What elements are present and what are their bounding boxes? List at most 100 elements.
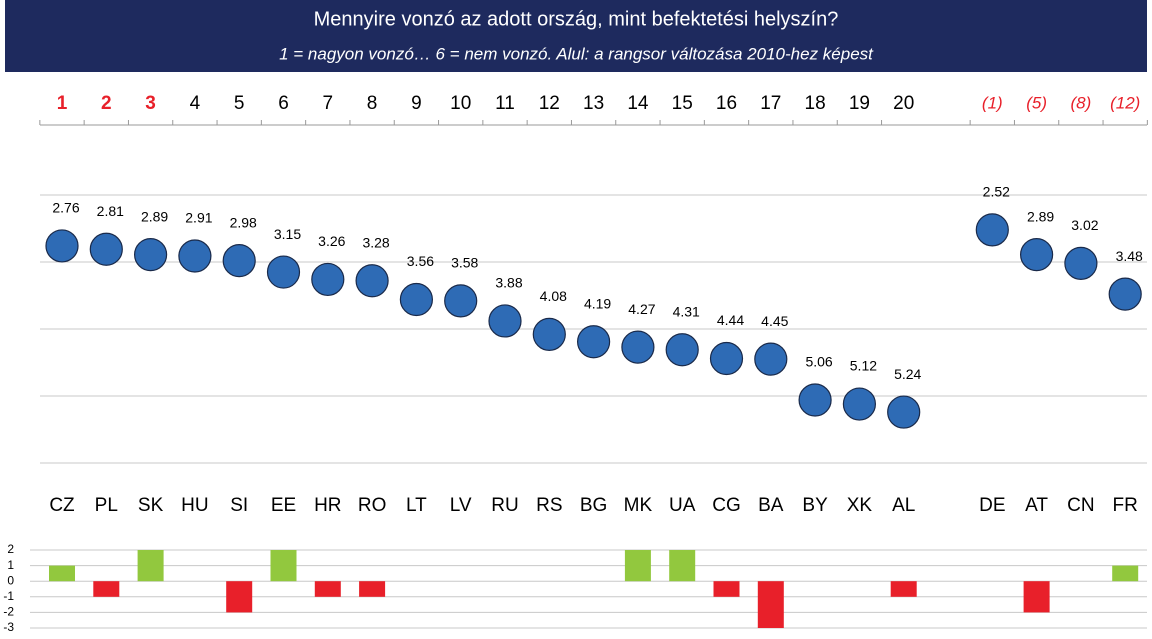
- rank-label: 10: [450, 93, 471, 114]
- rank-label: 20: [893, 93, 914, 114]
- chart-title: Mennyire vonzó az adott ország, mint bef…: [314, 8, 839, 30]
- dot: [222, 244, 256, 278]
- data-label: 2.89: [141, 208, 168, 224]
- rank-label: 19: [849, 93, 870, 114]
- x-tick-label: RS: [536, 495, 562, 516]
- rank-label: 2: [101, 93, 112, 114]
- rank-label: 15: [672, 93, 693, 114]
- header-band: [5, 0, 1147, 72]
- rank-label: (8): [1071, 93, 1092, 112]
- data-label: 4.45: [761, 313, 788, 329]
- change-bar: [137, 550, 164, 582]
- rank-label: 12: [539, 93, 560, 114]
- change-bar: [1112, 565, 1139, 582]
- change-bar: [757, 581, 784, 628]
- data-label: 3.15: [274, 226, 301, 242]
- x-tick-label: MK: [624, 495, 653, 516]
- bar-y-tick-label: 1: [7, 558, 14, 572]
- change-bar: [226, 581, 253, 613]
- data-label: 3.58: [451, 255, 478, 271]
- change-bar: [314, 581, 341, 597]
- dot: [621, 330, 655, 364]
- change-bar: [669, 550, 696, 582]
- dot: [444, 284, 478, 318]
- data-label: 3.26: [318, 233, 345, 249]
- data-label: 5.12: [850, 358, 877, 374]
- dot: [576, 325, 611, 359]
- change-bar: [270, 550, 297, 582]
- dot: [134, 238, 168, 272]
- dot: [532, 317, 566, 351]
- x-tick-label: SI: [230, 495, 248, 516]
- rank-label: (12): [1110, 93, 1140, 112]
- rank-label: 1: [57, 93, 68, 114]
- data-label: 3.56: [407, 253, 434, 269]
- rank-label: (5): [1026, 93, 1047, 112]
- x-tick-label: FR: [1113, 495, 1138, 516]
- data-label: 5.06: [805, 354, 832, 370]
- x-tick-label: AT: [1025, 495, 1048, 516]
- dot: [754, 342, 788, 376]
- data-label: 2.89: [1027, 208, 1054, 224]
- data-label: 3.88: [495, 275, 522, 291]
- data-label: 4.19: [584, 295, 611, 311]
- data-label: 3.28: [362, 234, 389, 250]
- x-tick-label: AL: [892, 495, 915, 516]
- x-tick-label: DE: [979, 495, 1005, 516]
- dot: [89, 232, 123, 266]
- x-tick-label: RU: [491, 495, 518, 516]
- dot: [1064, 246, 1098, 280]
- dot: [798, 383, 832, 417]
- x-tick-label: BG: [580, 495, 607, 516]
- dot: [842, 387, 877, 421]
- dot: [887, 395, 921, 429]
- dot: [311, 262, 345, 297]
- change-bar: [713, 581, 740, 597]
- data-label: 4.27: [628, 301, 655, 317]
- rank-label: 3: [145, 93, 156, 114]
- dot: [488, 304, 522, 338]
- data-label: 2.91: [185, 210, 212, 226]
- data-label: 4.44: [717, 312, 744, 328]
- change-bar: [93, 581, 120, 597]
- x-tick-label: CZ: [49, 495, 75, 516]
- dot: [399, 282, 433, 317]
- x-tick-label: BA: [758, 495, 784, 516]
- data-label: 2.98: [230, 214, 257, 230]
- bar-y-tick-label: -3: [3, 620, 14, 634]
- chart-subtitle: 1 = nagyon vonzó… 6 = nem vonzó. Alul: a…: [279, 44, 874, 63]
- change-bar: [624, 550, 651, 582]
- bar-y-tick-label: 0: [7, 573, 14, 587]
- dot: [355, 264, 389, 298]
- data-label: 4.08: [540, 288, 567, 304]
- rank-label: 11: [495, 93, 515, 114]
- dot: [178, 239, 212, 273]
- x-tick-label: HR: [314, 495, 341, 516]
- data-label: 3.02: [1071, 217, 1098, 233]
- rank-label: 7: [323, 93, 334, 114]
- rank-label: 8: [367, 93, 378, 114]
- change-bar: [49, 565, 75, 582]
- data-label: 5.24: [894, 366, 921, 382]
- x-tick-label: LV: [450, 495, 472, 516]
- x-tick-label: PL: [95, 495, 118, 516]
- dot: [1019, 238, 1054, 272]
- x-tick-label: XK: [847, 495, 873, 516]
- data-label: 4.31: [673, 303, 700, 319]
- rank-label: 4: [190, 93, 201, 114]
- rank-label: 6: [278, 93, 289, 114]
- x-tick-label: LT: [406, 495, 427, 516]
- rank-label: 5: [234, 93, 245, 114]
- dot: [709, 341, 744, 376]
- dot: [266, 255, 301, 289]
- change-bar: [359, 581, 386, 597]
- bar-y-tick-label: -2: [3, 605, 14, 619]
- data-label: 3.48: [1116, 248, 1143, 264]
- dot: [665, 333, 699, 367]
- x-tick-label: BY: [802, 495, 828, 516]
- rank-label: (1): [982, 93, 1003, 112]
- dot: [45, 229, 79, 263]
- dot: [1108, 277, 1142, 311]
- rank-label: 9: [411, 93, 422, 114]
